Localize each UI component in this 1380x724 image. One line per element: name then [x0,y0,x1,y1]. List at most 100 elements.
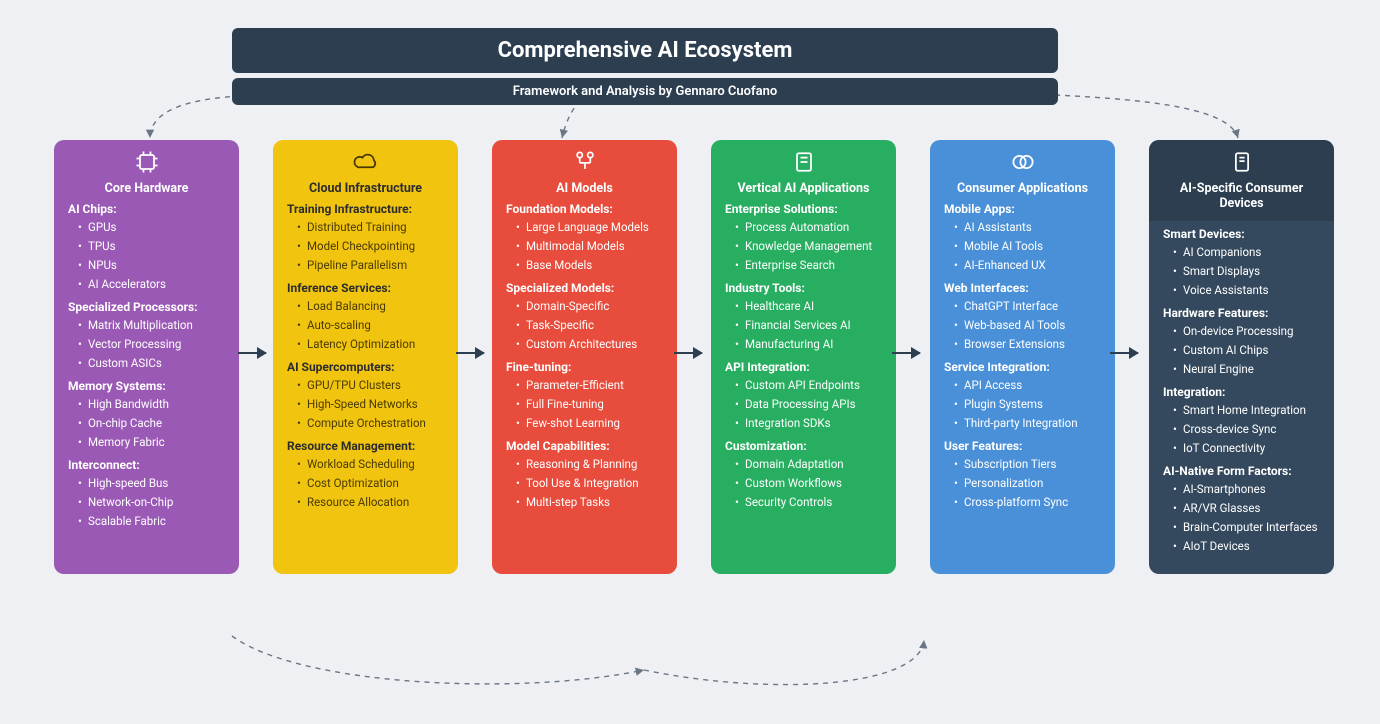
list-item: Cross-device Sync [1173,420,1324,439]
list-item: Multi-step Tasks [516,493,667,512]
dashed-connector [644,640,924,685]
item-list: High-speed BusNetwork-on-ChipScalable Fa… [64,474,229,531]
item-list: Process AutomationKnowledge ManagementEn… [721,218,886,275]
item-list: Distributed TrainingModel CheckpointingP… [283,218,448,275]
list-item: AR/VR Glasses [1173,499,1324,518]
item-list: Healthcare AIFinancial Services AIManufa… [721,297,886,354]
section-title: User Features: [940,439,1105,453]
list-item: Neural Engine [1173,360,1324,379]
cloud-icon [352,148,380,176]
list-item: Custom ASICs [78,354,229,373]
list-item: Custom AI Chips [1173,341,1324,360]
flow-arrow [456,352,484,354]
item-list: AI AssistantsMobile AI ToolsAI-Enhanced … [940,218,1105,275]
list-item: Data Processing APIs [735,395,886,414]
list-item: IoT Connectivity [1173,439,1324,458]
list-item: Custom Workflows [735,474,886,493]
list-item: Knowledge Management [735,237,886,256]
list-item: Resource Allocation [297,493,448,512]
column-title: Cloud Infrastructure [283,181,448,196]
list-item: AI-Enhanced UX [954,256,1105,275]
column-header: Vertical AI Applications [721,148,886,196]
list-item: Vector Processing [78,335,229,354]
list-item: Domain Adaptation [735,455,886,474]
item-list: GPUsTPUsNPUsAI Accelerators [64,218,229,294]
list-item: High-speed Bus [78,474,229,493]
flow-arrow [238,352,266,354]
column-title: AI-Specific Consumer Devices [1159,181,1324,211]
list-item: Auto-scaling [297,316,448,335]
list-item: Cost Optimization [297,474,448,493]
item-list: AI-SmartphonesAR/VR GlassesBrain-Compute… [1159,480,1324,556]
column-title: AI Models [502,181,667,196]
list-item: Custom API Endpoints [735,376,886,395]
section-title: AI-Native Form Factors: [1159,464,1324,478]
item-list: High BandwidthOn-chip CacheMemory Fabric [64,395,229,452]
section-title: Mobile Apps: [940,202,1105,216]
subtitle: Framework and Analysis by Gennaro Cuofan… [232,78,1058,105]
list-item: Personalization [954,474,1105,493]
section-title: API Integration: [721,360,886,374]
item-list: Smart Home IntegrationCross-device SyncI… [1159,401,1324,458]
flow-arrow [674,352,702,354]
list-item: TPUs [78,237,229,256]
list-item: Domain-Specific [516,297,667,316]
list-item: Compute Orchestration [297,414,448,433]
list-item: NPUs [78,256,229,275]
list-item: AIoT Devices [1173,537,1324,556]
list-item: Browser Extensions [954,335,1105,354]
chip-icon [133,148,161,176]
list-item: Parameter-Efficient [516,376,667,395]
section-title: Fine-tuning: [502,360,667,374]
column-header: Consumer Applications [940,148,1105,196]
column-title: Consumer Applications [940,181,1105,196]
section-title: Memory Systems: [64,379,229,393]
item-list: Custom API EndpointsData Processing APIs… [721,376,886,433]
list-item: Plugin Systems [954,395,1105,414]
item-list: Reasoning & PlanningTool Use & Integrati… [502,455,667,512]
item-list: ChatGPT InterfaceWeb-based AI ToolsBrows… [940,297,1105,354]
section-title: Web Interfaces: [940,281,1105,295]
section-title: AI Supercomputers: [283,360,448,374]
item-list: Parameter-EfficientFull Fine-tuningFew-s… [502,376,667,433]
list-item: Mobile AI Tools [954,237,1105,256]
section-title: Smart Devices: [1159,227,1324,241]
column-title: Vertical AI Applications [721,181,886,196]
item-list: Domain-SpecificTask-SpecificCustom Archi… [502,297,667,354]
column-header: AI-Specific Consumer Devices [1149,140,1334,221]
item-list: Workload SchedulingCost OptimizationReso… [283,455,448,512]
section-title: Enterprise Solutions: [721,202,886,216]
section-title: Customization: [721,439,886,453]
item-list: On-device ProcessingCustom AI ChipsNeura… [1159,322,1324,379]
flow-arrow [1110,352,1138,354]
list-item: Pipeline Parallelism [297,256,448,275]
section-title: Foundation Models: [502,202,667,216]
list-item: AI Assistants [954,218,1105,237]
list-item: Healthcare AI [735,297,886,316]
dashed-connector [562,100,580,138]
list-item: Brain-Computer Interfaces [1173,518,1324,537]
section-title: Hardware Features: [1159,306,1324,320]
list-item: Reasoning & Planning [516,455,667,474]
item-list: Matrix MultiplicationVector ProcessingCu… [64,316,229,373]
list-item: Load Balancing [297,297,448,316]
list-item: Tool Use & Integration [516,474,667,493]
list-item: Web-based AI Tools [954,316,1105,335]
item-list: Large Language ModelsMultimodal ModelsBa… [502,218,667,275]
section-title: Specialized Models: [502,281,667,295]
list-item: ChatGPT Interface [954,297,1105,316]
list-item: Network-on-Chip [78,493,229,512]
column-cloud-infrastructure: Cloud InfrastructureTraining Infrastruct… [273,140,458,574]
list-item: On-device Processing [1173,322,1324,341]
item-list: API AccessPlugin SystemsThird-party Inte… [940,376,1105,433]
item-list: GPU/TPU ClustersHigh-Speed NetworksCompu… [283,376,448,433]
list-item: API Access [954,376,1105,395]
list-item: Voice Assistants [1173,281,1324,300]
list-item: Task-Specific [516,316,667,335]
list-item: Subscription Tiers [954,455,1105,474]
device-icon [1228,148,1256,176]
list-item: Distributed Training [297,218,448,237]
list-item: Base Models [516,256,667,275]
item-list: Subscription TiersPersonalizationCross-p… [940,455,1105,512]
column-header: Cloud Infrastructure [283,148,448,196]
